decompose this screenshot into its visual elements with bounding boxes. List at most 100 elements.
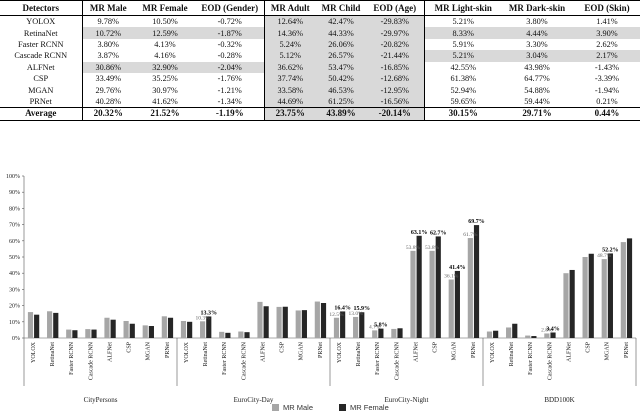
legend-label-female: MR Female — [350, 403, 389, 412]
table-cell: -1.76% — [196, 72, 265, 85]
legend-label-male: MR Male — [283, 403, 313, 412]
table-cell: 5.21% — [452, 17, 474, 27]
table-cell: 59.65% — [450, 96, 477, 106]
results-table: Detectors MR Male MR Female EOD (Gender)… — [0, 0, 640, 121]
table-cell: 41.62% — [152, 96, 178, 106]
table-cell: 33.58% — [264, 84, 316, 96]
group-label: BDD100K — [544, 396, 574, 404]
bar-female — [569, 269, 575, 338]
average-label: Average — [0, 107, 83, 121]
bar-male — [391, 328, 397, 338]
detector-name: PRNet — [0, 95, 83, 108]
x-tick-label: PRNet — [624, 342, 630, 358]
bar-male — [27, 312, 34, 338]
x-tick-label: ALFNet — [566, 342, 572, 362]
y-tick-label: 60% — [9, 239, 20, 245]
table-cell: 3.90% — [572, 27, 640, 39]
col-header: EOD (Gender) — [196, 0, 265, 16]
table-cell: 43.98% — [524, 62, 550, 72]
col-header: Detectors — [0, 0, 83, 16]
average-cell: 0.44% — [594, 108, 620, 119]
average-cell: 30.15% — [448, 108, 478, 119]
table-cell: 44.33% — [316, 27, 366, 39]
bar-male — [180, 320, 187, 338]
table-cell: 3.04% — [502, 50, 572, 62]
bar-female — [531, 336, 537, 338]
data-label: 41.4% — [449, 265, 466, 271]
table-cell: 36.62% — [264, 61, 316, 73]
average-cell: 20.32% — [93, 108, 123, 119]
table-row: CSP 33.49% 35.25% -1.76% 37.74% 50.42% -12.68%… — [0, 72, 640, 85]
x-tick-label: Faster RCNN — [528, 341, 534, 375]
bar-male — [544, 333, 550, 338]
group-label: EuroCity-Day — [234, 396, 274, 404]
data-label: 15.9% — [354, 306, 371, 312]
table-row: Faster RCNN 3.80% 4.13% -0.32% 5.24% 26.06% -2… — [0, 38, 640, 51]
x-tick-label: MGAN — [299, 341, 305, 360]
table-cell: 33.49% — [95, 74, 122, 84]
table-cell: 52.94% — [450, 85, 477, 95]
table-row: Cascade RCNN 3.87% 4.16% -0.28% 5.12% 26.57% -… — [0, 50, 640, 62]
table-cell: 2.62% — [596, 39, 618, 49]
table-cell: 9.78% — [97, 17, 119, 27]
data-label: 2.8% — [541, 327, 553, 333]
bar-female — [473, 225, 480, 338]
data-label: 10.3% — [195, 315, 210, 321]
x-tick-label: RetinaNet — [509, 342, 515, 367]
table-cell: 26.57% — [316, 50, 366, 62]
col-header: EOD (Age) — [366, 0, 425, 16]
table-cell: 54.88% — [524, 85, 550, 95]
table-cell: 44.69% — [264, 95, 316, 108]
bar-female — [187, 321, 193, 338]
x-tick-label: YOLOX — [31, 341, 37, 363]
bar-male — [372, 330, 378, 338]
data-label: 53.8% — [425, 245, 440, 251]
detector-name: YOLOX — [0, 15, 83, 28]
group-label: EuroCity-Night — [385, 396, 429, 404]
bar-male — [353, 316, 359, 338]
table-cell: -1.34% — [196, 95, 265, 108]
table-cell: 12.59% — [134, 27, 196, 39]
table-cell: 10.50% — [152, 17, 178, 27]
average-cell: 43.89% — [316, 107, 366, 121]
col-header: MR Light-skin — [434, 2, 492, 13]
average-cell: -20.14% — [366, 107, 425, 121]
average-row: Average 20.32% 21.52% -1.19% 23.75% 43.89% -20… — [0, 107, 640, 121]
x-tick-label: Cascade RCNN — [241, 341, 247, 380]
x-tick-label: PRNet — [165, 342, 171, 358]
table-cell: 42.47% — [316, 15, 366, 28]
table-row: RetinaNet 10.72% 12.59% -1.87% 14.36% 44.33% -… — [0, 27, 640, 39]
bar-female — [340, 311, 346, 338]
col-header: MR Child — [321, 2, 361, 13]
data-label: 61.7% — [463, 232, 478, 238]
average-cell: 29.71% — [522, 108, 552, 119]
table-cell: -1.43% — [594, 62, 620, 72]
detector-name: MGAN — [0, 84, 83, 96]
table-cell: -20.82% — [366, 38, 425, 51]
y-tick-label: 40% — [9, 271, 20, 277]
data-label: 13.3% — [201, 310, 218, 316]
x-tick-label: MGAN — [146, 341, 152, 360]
bar-male — [448, 279, 454, 338]
table-cell: 30.86% — [82, 61, 134, 73]
detector-name: ALFNet — [0, 61, 83, 73]
table-row: PRNet 40.28% 41.62% -1.34% 44.69% 61.25% -16.5… — [0, 95, 640, 108]
bar-female — [550, 332, 556, 338]
col-header: EOD (Skin) — [584, 2, 630, 13]
data-label: 53.8% — [406, 245, 421, 251]
data-label: 69.7% — [468, 219, 485, 225]
bar-female — [320, 303, 327, 338]
table-cell: 8.33% — [424, 27, 502, 39]
table-cell: 59.44% — [524, 96, 550, 106]
table-cell: -12.68% — [366, 72, 425, 85]
legend-swatch-female — [339, 404, 346, 411]
data-label: 13.0% — [348, 311, 363, 317]
col-header: MR Male — [89, 2, 127, 13]
average-cell: -1.19% — [196, 107, 265, 121]
bar-female — [129, 323, 135, 338]
bar-male — [582, 257, 588, 338]
table-cell: 3.80% — [97, 39, 119, 49]
bar-female — [282, 306, 288, 338]
bar-female — [397, 328, 403, 338]
table-cell: 30.97% — [152, 85, 178, 95]
